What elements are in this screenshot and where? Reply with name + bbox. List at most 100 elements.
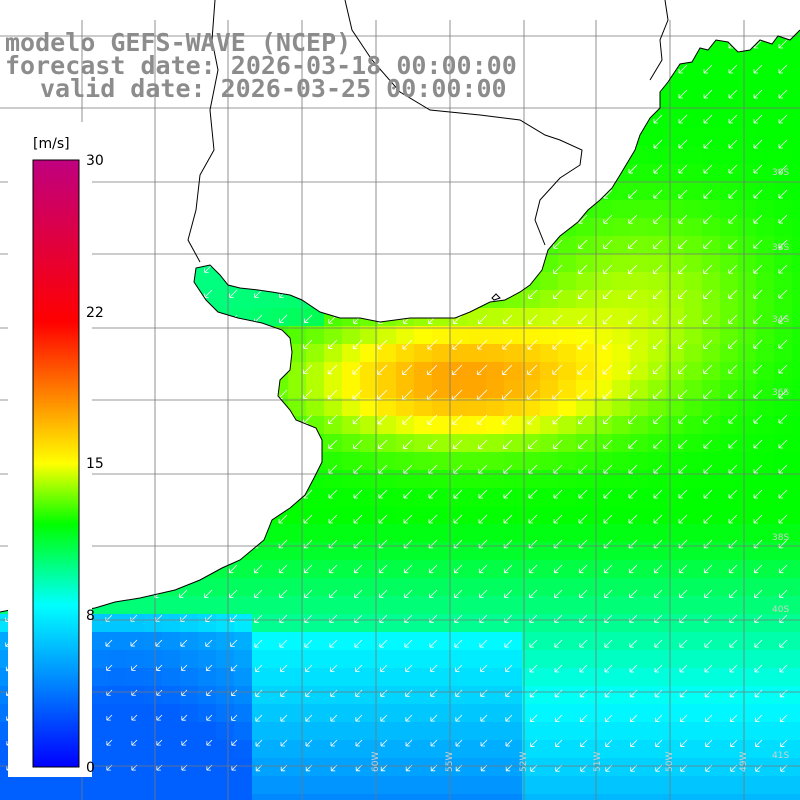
- wind-speed-cell: [612, 398, 631, 417]
- wind-speed-cell: [540, 434, 559, 453]
- wind-arrow: [678, 214, 688, 224]
- longitude-label: 52W: [519, 752, 529, 772]
- wind-speed-cell: [558, 290, 577, 309]
- wind-speed-cell: [522, 740, 541, 759]
- wind-speed-cell: [324, 380, 343, 399]
- wind-speed-cell: [792, 326, 800, 345]
- wind-speed-cell: [216, 686, 235, 705]
- wind-speed-cell: [432, 776, 451, 795]
- wind-speed-cell: [666, 146, 685, 165]
- wind-speed-cell: [684, 776, 703, 795]
- wind-speed-cell: [648, 434, 667, 453]
- wind-arrow: [480, 664, 488, 672]
- wind-arrow: [455, 714, 463, 722]
- wind-speed-cell: [468, 434, 487, 453]
- wind-speed-cell: [180, 686, 199, 705]
- wind-speed-cell: [90, 686, 109, 705]
- wind-arrow: [528, 564, 538, 574]
- wind-speed-cell: [486, 578, 505, 597]
- wind-arrow: [427, 339, 438, 350]
- wind-speed-cell: [216, 740, 235, 759]
- wind-speed-cell: [612, 722, 631, 741]
- wind-speed-cell: [576, 704, 595, 723]
- wind-arrow: [654, 639, 663, 648]
- wind-speed-cell: [792, 200, 800, 219]
- wind-speed-cell: [306, 506, 325, 525]
- wind-speed-cell: [774, 632, 793, 651]
- latitude-label: 36S: [772, 388, 789, 398]
- wind-arrow: [353, 489, 363, 499]
- wind-arrow: [705, 739, 713, 747]
- wind-speed-cell: [234, 290, 253, 309]
- wind-arrow: [404, 639, 413, 648]
- wind-arrow: [430, 739, 438, 747]
- wind-speed-cell: [504, 758, 523, 777]
- wind-speed-cell: [378, 722, 397, 741]
- wind-speed-cell: [288, 560, 307, 579]
- wind-speed-cell: [252, 290, 271, 309]
- wind-speed-cell: [576, 596, 595, 615]
- wind-speed-cell: [234, 686, 253, 705]
- wind-speed-cell: [450, 596, 469, 615]
- wind-arrow: [577, 414, 588, 425]
- wind-speed-cell: [522, 596, 541, 615]
- wind-speed-cell: [540, 614, 559, 633]
- wind-speed-cell: [198, 596, 217, 615]
- wind-speed-cell: [360, 470, 379, 489]
- wind-arrow: [754, 664, 763, 673]
- wind-speed-cell: [450, 470, 469, 489]
- wind-arrow: [205, 639, 213, 647]
- wind-speed-cell: [540, 794, 559, 800]
- wind-speed-cell: [648, 542, 667, 561]
- wind-speed-cell: [630, 722, 649, 741]
- wind-speed-cell: [414, 632, 433, 651]
- wind-speed-cell: [180, 758, 199, 777]
- wind-arrow: [654, 714, 663, 723]
- colorbar-tick-30: 30: [86, 153, 104, 169]
- wind-speed-cell: [360, 758, 379, 777]
- wind-speed-cell: [792, 218, 800, 237]
- wind-speed-cell: [360, 416, 379, 435]
- wind-speed-cell: [414, 758, 433, 777]
- wind-speed-cell: [324, 524, 343, 543]
- wind-arrow: [753, 189, 763, 199]
- wind-arrow: [753, 64, 763, 74]
- wind-speed-cell: [612, 542, 631, 561]
- wind-speed-cell: [720, 326, 739, 345]
- wind-speed-cell: [576, 236, 595, 255]
- wind-arrow: [131, 714, 138, 721]
- wind-speed-cell: [702, 308, 721, 327]
- wind-arrow: [778, 39, 788, 49]
- wind-speed-cell: [558, 326, 577, 345]
- wind-arrow: [478, 514, 488, 524]
- wind-speed-cell: [792, 470, 800, 489]
- wind-arrow: [678, 439, 688, 449]
- wind-speed-cell: [666, 110, 685, 129]
- wind-speed-cell: [540, 542, 559, 561]
- wind-arrow: [779, 639, 788, 648]
- wind-arrow: [703, 364, 713, 374]
- wind-speed-cell: [396, 326, 415, 345]
- wind-arrow: [231, 714, 238, 721]
- wind-speed-cell: [360, 704, 379, 723]
- wind-speed-cell: [450, 704, 469, 723]
- wind-speed-cell: [342, 722, 361, 741]
- wind-arrow: [554, 589, 563, 598]
- wind-arrow: [355, 689, 363, 697]
- wind-arrow: [380, 664, 388, 672]
- wind-speed-cell: [396, 560, 415, 579]
- wind-speed-cell: [270, 758, 289, 777]
- wind-arrow: [553, 289, 563, 299]
- wind-speed-cell: [486, 506, 505, 525]
- wind-speed-cell: [612, 740, 631, 759]
- wind-speed-cell: [666, 326, 685, 345]
- wind-speed-cell: [756, 614, 775, 633]
- wind-speed-cell: [342, 362, 361, 381]
- wind-speed-cell: [630, 740, 649, 759]
- wind-speed-cell: [540, 668, 559, 687]
- wind-speed-cell: [702, 110, 721, 129]
- wind-speed-cell: [702, 722, 721, 741]
- wind-speed-cell: [324, 326, 343, 345]
- wind-speed-cell: [450, 794, 469, 800]
